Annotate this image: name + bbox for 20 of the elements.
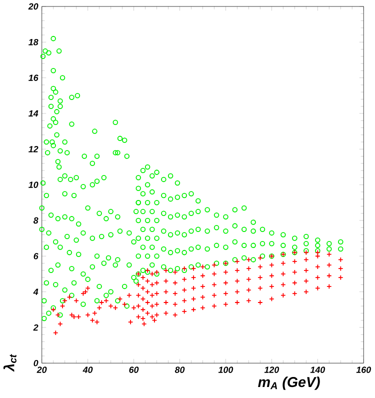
y-tick-label: 16 (28, 74, 39, 81)
y-tick-label: 6 (34, 252, 39, 260)
x-tick-label: 140 (310, 366, 326, 373)
x-tick-label: 100 (218, 366, 234, 373)
y-tick-label: 4 (33, 288, 38, 295)
y-axis-title: λ$_{ct}$ (4, 354, 17, 372)
y-tick-label: 8 (34, 217, 39, 224)
y-tick-label: 14 (28, 110, 38, 117)
x-tick-label: 80 (175, 366, 185, 373)
x-tick-label: 40 (82, 366, 93, 373)
x-tick-label: 60 (129, 366, 139, 373)
y-tick-label: 10 (28, 182, 38, 188)
y-tick-label: 0 (34, 360, 38, 366)
x-tick-label: 120 (264, 366, 280, 373)
y-tick-label: 18 (28, 38, 39, 46)
x-tick-label: 160 (356, 366, 372, 373)
x-axis-title: m$_{A}$ (GeV) (258, 376, 320, 390)
y-tick-label: 12 (28, 146, 38, 152)
y-tick-label: 20 (28, 3, 38, 10)
y-tick-label: 2 (33, 324, 38, 331)
